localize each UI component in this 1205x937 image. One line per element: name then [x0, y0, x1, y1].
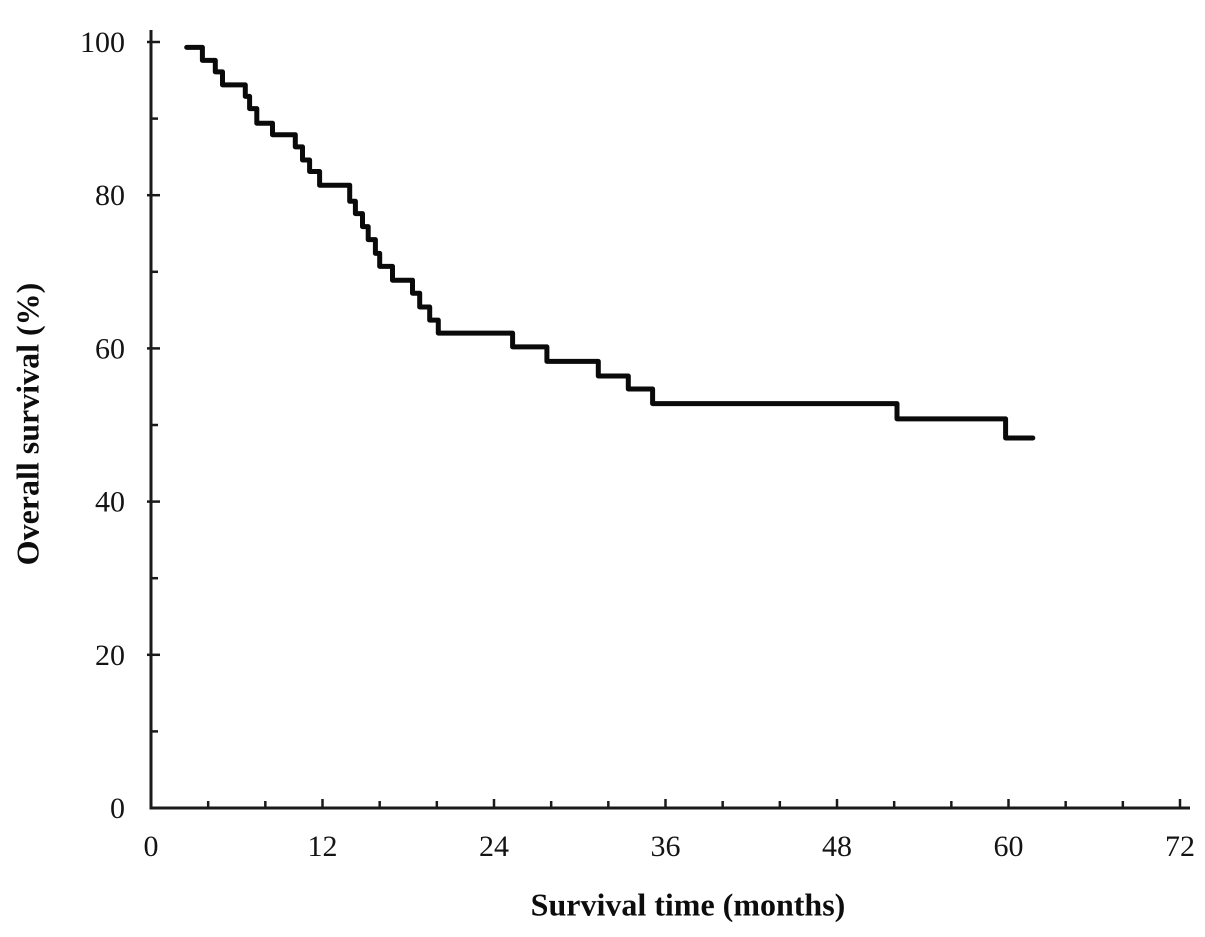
x-tick-label: 12 [308, 830, 338, 863]
x-tick-label: 36 [651, 830, 681, 863]
y-tick-label: 20 [95, 639, 125, 672]
y-tick-label: 100 [80, 26, 125, 59]
axes-group [149, 30, 1190, 810]
ticks-group [147, 40, 1182, 807]
tick-labels-group: 0 12 24 36 48 60 72 0 20 40 60 80 100 [80, 26, 1195, 863]
y-tick-label: 60 [95, 332, 125, 365]
y-axis-title: Overall survival (%) [9, 282, 46, 566]
x-tick-label: 60 [994, 830, 1024, 863]
y-tick-label: 80 [95, 179, 125, 212]
survival-curve-group [184, 44, 1036, 441]
x-axis-title: Survival time (months) [530, 886, 846, 923]
x-tick-label: 24 [479, 830, 509, 863]
x-tick-label: 72 [1165, 830, 1195, 863]
x-tick-label: 0 [144, 830, 159, 863]
y-tick-label: 40 [95, 486, 125, 519]
axis-spines [149, 30, 1190, 810]
survival-step-curve [184, 44, 1036, 441]
x-tick-label: 48 [822, 830, 852, 863]
y-tick-label: 0 [110, 792, 125, 825]
